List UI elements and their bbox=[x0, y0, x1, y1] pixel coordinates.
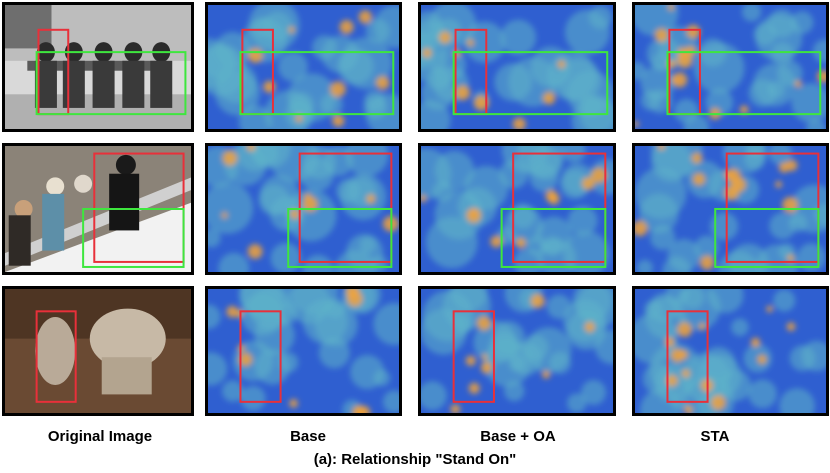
column-label-base-oa: Base + OA bbox=[480, 428, 556, 445]
object-box bbox=[239, 51, 395, 116]
subject-box bbox=[452, 310, 495, 403]
column-label-sta: STA bbox=[700, 428, 730, 445]
sta-heatmap-row-2 bbox=[632, 143, 829, 275]
subject-box bbox=[666, 310, 709, 403]
original-image-row-2 bbox=[2, 143, 194, 275]
base-oa-heatmap-row-3 bbox=[418, 286, 616, 416]
object-box bbox=[35, 51, 187, 116]
subject-box bbox=[512, 152, 607, 263]
base-oa-heatmap-row-1 bbox=[418, 2, 616, 132]
object-box bbox=[500, 208, 607, 268]
column-label-original: Original Image bbox=[47, 428, 153, 445]
object-box bbox=[452, 51, 609, 116]
original-image-row-1 bbox=[2, 2, 194, 132]
column-label-base: Base bbox=[290, 428, 326, 445]
sta-heatmap-row-1 bbox=[632, 2, 829, 132]
sta-heatmap-row-3 bbox=[632, 286, 829, 416]
subject-box bbox=[298, 152, 393, 263]
subject-box bbox=[239, 310, 282, 403]
figure-caption: (a): Relationship "Stand On" bbox=[313, 451, 517, 468]
object-box bbox=[666, 51, 822, 116]
base-heatmap-row-3 bbox=[205, 286, 402, 416]
base-oa-heatmap-row-2 bbox=[418, 143, 616, 275]
subject-box bbox=[93, 152, 185, 263]
subject-box bbox=[35, 310, 77, 403]
subject-box bbox=[725, 152, 820, 263]
object-box bbox=[287, 208, 393, 268]
base-heatmap-row-2 bbox=[205, 143, 402, 275]
base-heatmap-row-1 bbox=[205, 2, 402, 132]
object-box bbox=[82, 208, 185, 268]
object-box bbox=[714, 208, 820, 268]
original-image-row-3 bbox=[2, 286, 194, 416]
